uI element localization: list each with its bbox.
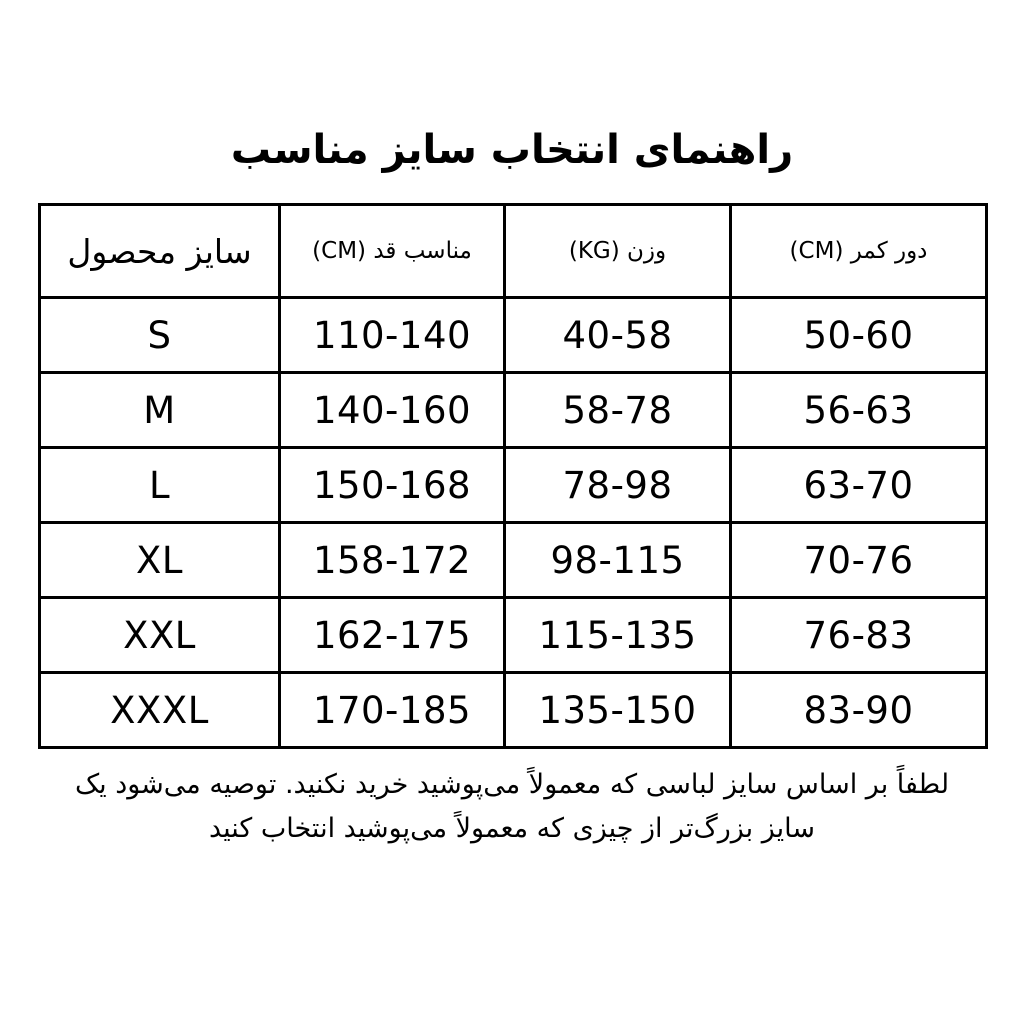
- cell-waist-range: 56-63: [729, 371, 988, 449]
- cell-weight-range: 135-150: [503, 671, 732, 749]
- cell-waist-range: 63-70: [729, 446, 988, 524]
- cell-weight-range: 40-58: [503, 296, 732, 374]
- page-title: راهنمای انتخاب سایز مناسب: [230, 127, 794, 173]
- table-row-l: L 150-168 78-98 63-70: [38, 446, 988, 524]
- size-guide-table: سایز محصول مناسب قد (CM) وزن (KG) دور کم…: [38, 203, 988, 749]
- cell-size: XL: [38, 521, 281, 599]
- cell-size: XXXL: [38, 671, 281, 749]
- table-row-xxxl: XXXL 170-185 135-150 83-90: [38, 671, 988, 749]
- header-height-cm: مناسب قد (CM): [278, 203, 506, 299]
- cell-height-range: 170-185: [278, 671, 506, 749]
- cell-height-range: 158-172: [278, 521, 506, 599]
- cell-waist-range: 70-76: [729, 521, 988, 599]
- table-row-m: M 140-160 58-78 56-63: [38, 371, 988, 449]
- cell-size: XXL: [38, 596, 281, 674]
- header-row: سایز محصول مناسب قد (CM) وزن (KG) دور کم…: [38, 203, 988, 299]
- cell-weight-range: 98-115: [503, 521, 732, 599]
- header-product-size: سایز محصول: [38, 203, 281, 299]
- cell-size: L: [38, 446, 281, 524]
- cell-weight-range: 115-135: [503, 596, 732, 674]
- cell-size: M: [38, 371, 281, 449]
- cell-waist-range: 76-83: [729, 596, 988, 674]
- header-waist-cm: دور کمر (CM): [729, 203, 988, 299]
- cell-weight-range: 58-78: [503, 371, 732, 449]
- cell-height-range: 140-160: [278, 371, 506, 449]
- table-row-s: S 110-140 40-58 50-60: [38, 296, 988, 374]
- cell-height-range: 162-175: [278, 596, 506, 674]
- table-row-xxl: XXL 162-175 115-135 76-83: [38, 596, 988, 674]
- cell-height-range: 150-168: [278, 446, 506, 524]
- cell-size: S: [38, 296, 281, 374]
- fit-advice-line-2: سایز بزرگ‌تر از چیزی که معمولاً می‌پوشید…: [208, 813, 816, 844]
- table-row-xl: XL 158-172 98-115 70-76: [38, 521, 988, 599]
- fit-advice-note: لطفاً بر اساس سایز لباسی که معمولاً می‌پ…: [0, 763, 1024, 851]
- cell-height-range: 110-140: [278, 296, 506, 374]
- cell-weight-range: 78-98: [503, 446, 732, 524]
- header-weight-kg: وزن (KG): [503, 203, 732, 299]
- cell-waist-range: 83-90: [729, 671, 988, 749]
- fit-advice-line-1: لطفاً بر اساس سایز لباسی که معمولاً می‌پ…: [74, 769, 950, 800]
- cell-waist-range: 50-60: [729, 296, 988, 374]
